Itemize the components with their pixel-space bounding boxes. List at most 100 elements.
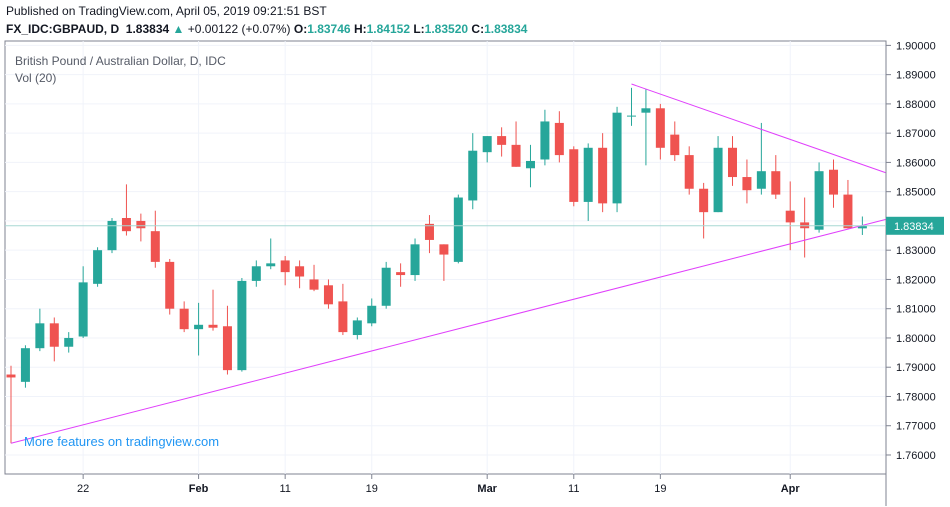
candle-body-down <box>655 108 665 148</box>
candle-body-down <box>396 272 406 276</box>
candles-group <box>6 87 867 444</box>
candle-body-up <box>107 220 117 251</box>
candle-body-down <box>684 155 694 189</box>
candle-body-up <box>35 323 45 349</box>
candle-body-up <box>367 305 377 324</box>
price-tick-label: 1.90000 <box>896 40 936 52</box>
candle-body-down <box>49 323 59 347</box>
resistance-trendline <box>631 83 886 174</box>
candle-body-down <box>569 149 579 202</box>
time-tick-label: 11 <box>279 483 290 495</box>
open-value: 1.83746 <box>307 22 351 36</box>
candle-body-up <box>612 112 622 204</box>
support-trendline <box>10 218 886 444</box>
price-tick-label: 1.80000 <box>896 333 936 345</box>
time-tick-label: Apr <box>781 483 801 495</box>
candle-body-up <box>468 150 478 201</box>
candle-body-down <box>742 177 752 191</box>
candle-body-up <box>78 282 88 337</box>
price-tick-label: 1.87000 <box>896 128 936 140</box>
time-tick-label: 11 <box>568 483 579 495</box>
candle-body-up <box>453 197 463 262</box>
candle-body-down <box>785 210 795 223</box>
trendlines-group <box>10 83 886 444</box>
candle-body-up <box>266 263 276 267</box>
candle-body-down <box>309 279 319 290</box>
candlestick-chart[interactable]: 1.76000 1.77000 1.78000 1.79000 1.80000 1.810… <box>0 40 950 507</box>
price-change: +0.00122 (+0.07%) <box>187 22 291 36</box>
candle-body-up <box>93 250 103 284</box>
candle-body-up <box>814 171 824 230</box>
price-tick-label: 1.79000 <box>896 362 936 374</box>
price-tick-label: 1.89000 <box>896 70 936 82</box>
last-price-marker: 1.83834 <box>5 216 944 235</box>
candle-body-down <box>699 188 709 213</box>
candle-body-down <box>497 136 507 145</box>
high-value: 1.84152 <box>366 22 410 36</box>
candle-body-down <box>121 218 131 232</box>
candle-body-down <box>295 266 305 277</box>
candle-body-down <box>179 308 189 330</box>
last-price: 1.83834 <box>125 22 170 36</box>
candle-body-down <box>598 147 608 204</box>
candle-body-up <box>64 337 74 347</box>
candle-body-down <box>222 326 232 371</box>
watermark-link[interactable]: More features on tradingview.com <box>24 434 219 449</box>
time-tick-label: 22 <box>77 483 89 495</box>
price-tick-label: 1.81000 <box>896 304 936 316</box>
close-value: 1.83834 <box>484 22 528 36</box>
last-price-badge <box>886 216 944 235</box>
candle-body-up <box>713 147 723 213</box>
symbol-label[interactable]: FX_IDC:GBPAUD, D <box>6 22 120 36</box>
close-label: C: <box>471 22 485 36</box>
candle-body-up <box>626 115 636 117</box>
candle-body-down <box>280 260 290 273</box>
price-axis[interactable]: 1.76000 1.77000 1.78000 1.79000 1.80000 1.810… <box>886 40 936 462</box>
published-caption: Published on TradingView.com, April 05, … <box>6 4 327 18</box>
price-tick-label: 1.77000 <box>896 421 936 433</box>
candle-body-up <box>381 267 391 306</box>
candle-body-up <box>583 147 593 202</box>
candle-body-up <box>857 225 867 229</box>
candle-body-up <box>194 324 204 330</box>
time-tick-label: 19 <box>366 483 378 495</box>
high-label: H: <box>353 22 367 36</box>
symbol-ohlc-bar: FX_IDC:GBPAUD, D 1.83834 ▲ +0.00122 (+0.… <box>6 22 527 36</box>
candle-body-down <box>338 301 348 333</box>
candle-body-down <box>150 231 160 262</box>
candle-body-down <box>424 223 434 240</box>
volume-indicator-label: Vol (20) <box>15 71 56 85</box>
price-tick-label: 1.76000 <box>896 450 936 462</box>
candle-body-down <box>728 147 737 178</box>
chart-title: British Pound / Australian Dollar, D, ID… <box>15 54 226 68</box>
candle-body-down <box>208 324 218 328</box>
time-axis[interactable]: 22 Feb 11 19 Mar 11 19 Apr <box>77 474 800 495</box>
price-tick-label: 1.78000 <box>896 391 936 403</box>
candle-body-down <box>771 171 781 195</box>
price-tick-label: 1.83000 <box>896 245 936 257</box>
candle-body-up <box>525 160 535 169</box>
candle-body-up <box>540 121 550 160</box>
low-value: 1.83520 <box>424 22 469 36</box>
candle-body-down <box>554 122 564 156</box>
last-price-label: 1.83834 <box>894 221 934 233</box>
plot-area[interactable] <box>4 40 887 475</box>
candle-body-up <box>641 108 651 113</box>
time-tick-label: Mar <box>477 483 497 495</box>
candle-body-down <box>165 261 175 309</box>
candle-body-down <box>843 194 853 229</box>
price-tick-label: 1.88000 <box>896 99 936 111</box>
price-tick-label: 1.85000 <box>896 187 936 199</box>
candle-body-down <box>829 169 839 195</box>
candle-body-up <box>410 244 420 276</box>
candle-body-up <box>352 320 362 336</box>
candle-body-down <box>511 144 521 167</box>
candle-body-down <box>6 374 16 378</box>
up-arrow-icon: ▲ <box>172 22 185 36</box>
candle-body-down <box>670 134 680 156</box>
price-tick-label: 1.86000 <box>896 157 936 169</box>
open-label: O: <box>293 22 308 36</box>
price-tick-label: 1.82000 <box>896 274 936 286</box>
candle-body-up <box>237 280 247 371</box>
low-label: L: <box>413 22 425 36</box>
